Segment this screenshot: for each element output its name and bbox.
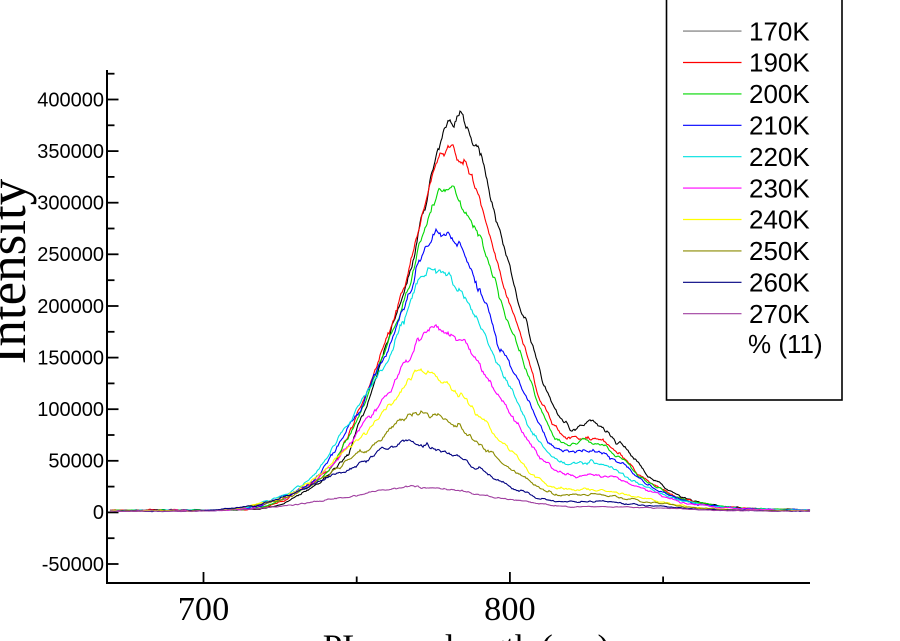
svg-text:100000: 100000 xyxy=(37,399,104,421)
svg-text:350000: 350000 xyxy=(37,141,104,163)
svg-text:50000: 50000 xyxy=(48,451,104,473)
svg-text:240K: 240K xyxy=(749,205,810,235)
svg-text:-50000: -50000 xyxy=(42,554,104,576)
svg-text:210K: 210K xyxy=(749,111,810,141)
svg-text:170K: 170K xyxy=(749,16,810,46)
svg-text:190K: 190K xyxy=(749,48,810,78)
svg-text:PL wavelength (nm): PL wavelength (nm) xyxy=(323,628,609,641)
svg-text:800: 800 xyxy=(484,590,535,628)
svg-text:300000: 300000 xyxy=(37,193,104,215)
svg-text:230K: 230K xyxy=(749,173,810,203)
svg-text:250K: 250K xyxy=(749,236,810,266)
svg-text:0: 0 xyxy=(93,502,104,524)
svg-text:260K: 260K xyxy=(749,268,810,298)
svg-text:400000: 400000 xyxy=(37,89,104,111)
svg-text:700: 700 xyxy=(178,590,229,628)
svg-text:220K: 220K xyxy=(749,142,810,172)
svg-text:270K: 270K xyxy=(749,299,810,329)
svg-text:250000: 250000 xyxy=(37,244,104,266)
svg-text:150000: 150000 xyxy=(37,347,104,369)
svg-text:200000: 200000 xyxy=(37,296,104,318)
svg-text:% (11): % (11) xyxy=(748,329,823,359)
svg-text:200K: 200K xyxy=(749,79,810,109)
svg-text:Intensity: Intensity xyxy=(0,178,37,364)
